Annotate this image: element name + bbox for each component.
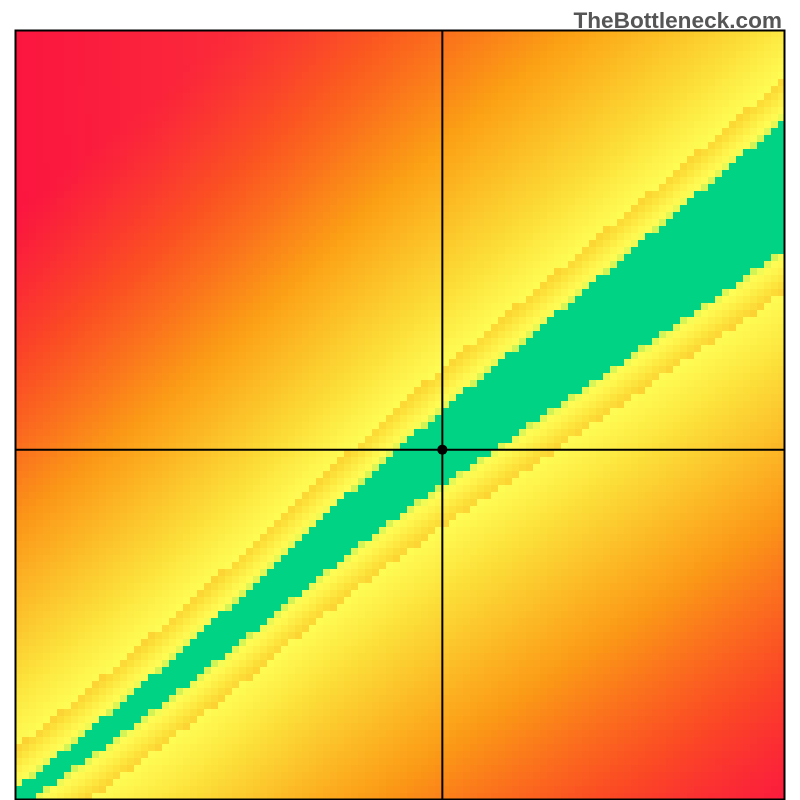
watermark-text: TheBottleneck.com <box>573 8 782 34</box>
bottleneck-heatmap <box>0 0 800 800</box>
chart-container: TheBottleneck.com <box>0 0 800 800</box>
